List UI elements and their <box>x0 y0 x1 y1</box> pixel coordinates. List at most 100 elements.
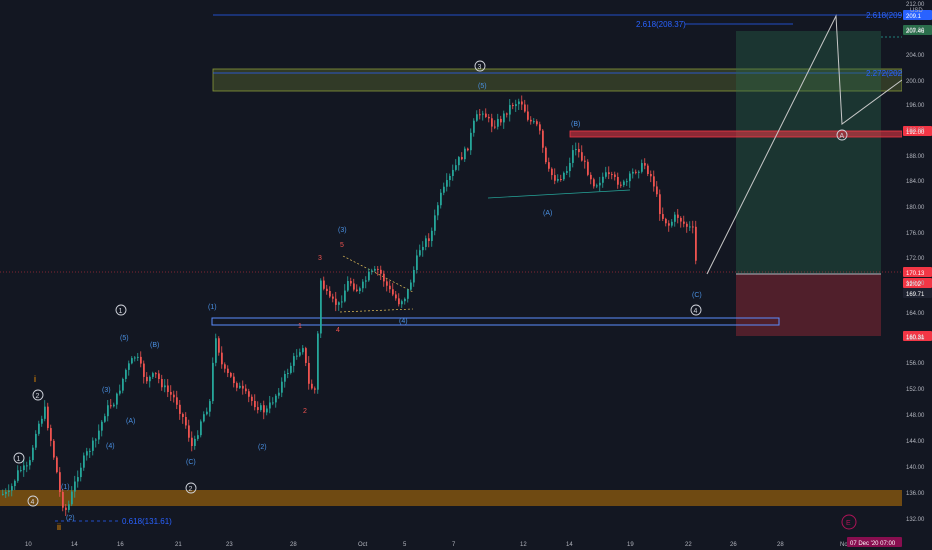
price-axis-currency: USD <box>910 8 923 14</box>
candle-body <box>155 373 157 375</box>
candle-body <box>251 396 253 401</box>
candle-body <box>338 302 340 305</box>
candle-body <box>161 379 163 388</box>
candle-body <box>560 179 562 181</box>
price-axis-tick: 152.00 <box>906 387 925 393</box>
candle-body <box>440 192 442 206</box>
candle-body <box>23 465 25 471</box>
wave-circle-label: 4 <box>31 499 35 506</box>
candle-body <box>512 105 514 107</box>
wave-label-blue: (5) <box>478 83 487 90</box>
price-axis[interactable] <box>902 0 932 536</box>
time-axis-label: 28 <box>290 542 297 548</box>
candle-body <box>458 157 460 166</box>
candle-body <box>149 376 151 382</box>
candle-body <box>362 281 364 289</box>
candle-body <box>566 171 568 173</box>
candle-body <box>59 472 61 492</box>
candle-body <box>74 481 76 492</box>
candle-body <box>5 491 7 494</box>
candle-body <box>107 405 109 417</box>
candle-body <box>11 486 13 491</box>
price-badge <box>903 331 932 341</box>
wave-circle-marker <box>690 304 702 316</box>
candle-body <box>551 168 553 176</box>
fib-label-2618-mid: 2.618(208.37) <box>636 20 686 29</box>
candle-body <box>116 393 118 405</box>
time-axis-bg[interactable] <box>0 536 932 550</box>
candle-body <box>539 124 541 131</box>
price-badge-label: 207.46 <box>906 29 925 35</box>
wave-label-blue: (A) <box>543 210 552 217</box>
crosshair-time-label: 07 Dec '20 07:00 <box>850 541 896 547</box>
candle-body <box>188 425 190 438</box>
price-axis-tick: 144.00 <box>906 439 925 445</box>
candle-body <box>194 438 196 446</box>
candle-body <box>140 356 142 364</box>
candle-body <box>470 132 472 151</box>
crosshair-time-badge <box>847 537 902 547</box>
price-axis-tick: 148.00 <box>906 413 925 419</box>
candle-body <box>215 338 217 363</box>
events-icon[interactable] <box>841 514 857 530</box>
wave-label-blue: (B) <box>150 342 159 349</box>
price-axis-tick: 200.00 <box>906 79 925 85</box>
candle-body <box>494 126 496 128</box>
candle-body <box>308 362 310 384</box>
price-badge <box>903 278 932 288</box>
candle-body <box>410 282 412 290</box>
candle-body <box>272 402 274 404</box>
price-axis-tick: 204.00 <box>906 53 925 59</box>
candle-body <box>329 291 331 297</box>
wave-label-blue: (2) <box>66 515 75 522</box>
candle-body <box>509 105 511 115</box>
candle-body <box>575 149 577 151</box>
wave-4-box <box>211 317 780 326</box>
wave-label-orange: 5 <box>340 242 344 249</box>
candle-body <box>476 114 478 121</box>
candle-body <box>491 118 493 127</box>
candle-body <box>542 130 544 148</box>
candle-body <box>368 271 370 281</box>
candle-body <box>203 414 205 422</box>
candle-body <box>83 455 85 468</box>
time-axis-label: 22 <box>685 542 692 548</box>
candle-body <box>293 356 295 366</box>
candle-body <box>581 152 583 161</box>
candle-body <box>104 416 106 422</box>
candle-body <box>608 172 610 175</box>
wave-label-orange: 4 <box>336 327 340 334</box>
wave-label-orange: 2 <box>303 408 307 415</box>
price-badge <box>903 10 932 20</box>
candle-body <box>662 214 664 219</box>
candle-body <box>125 369 127 379</box>
wave-label-blue: (A) <box>126 418 135 425</box>
candle-body <box>236 383 238 388</box>
wave-label-blue: (C) <box>186 459 196 466</box>
candle-body <box>413 269 415 283</box>
candle-body <box>233 376 235 384</box>
plot-area[interactable] <box>0 0 902 536</box>
candle-body <box>269 402 271 409</box>
candle-body <box>119 390 121 394</box>
candle-body <box>245 388 247 392</box>
candle-body <box>695 226 697 261</box>
wave-roman-ii: ii <box>57 522 61 532</box>
candle-body <box>32 447 34 461</box>
time-axis-label: 26 <box>730 542 737 548</box>
candle-body <box>425 238 427 247</box>
candle-body <box>461 157 463 160</box>
candle-body <box>95 439 97 441</box>
wave-label-blue: (4) <box>399 318 408 325</box>
price-badge-label: 160.31 <box>906 335 925 341</box>
candle-body <box>164 385 166 388</box>
price-badge-label: 32:02 <box>906 282 922 288</box>
price-axis-tick: 132.00 <box>906 517 925 523</box>
candle-body <box>683 221 685 224</box>
candle-body <box>8 490 10 492</box>
candle-body <box>389 285 391 290</box>
candle-body <box>533 121 535 123</box>
candle-body <box>572 150 574 163</box>
